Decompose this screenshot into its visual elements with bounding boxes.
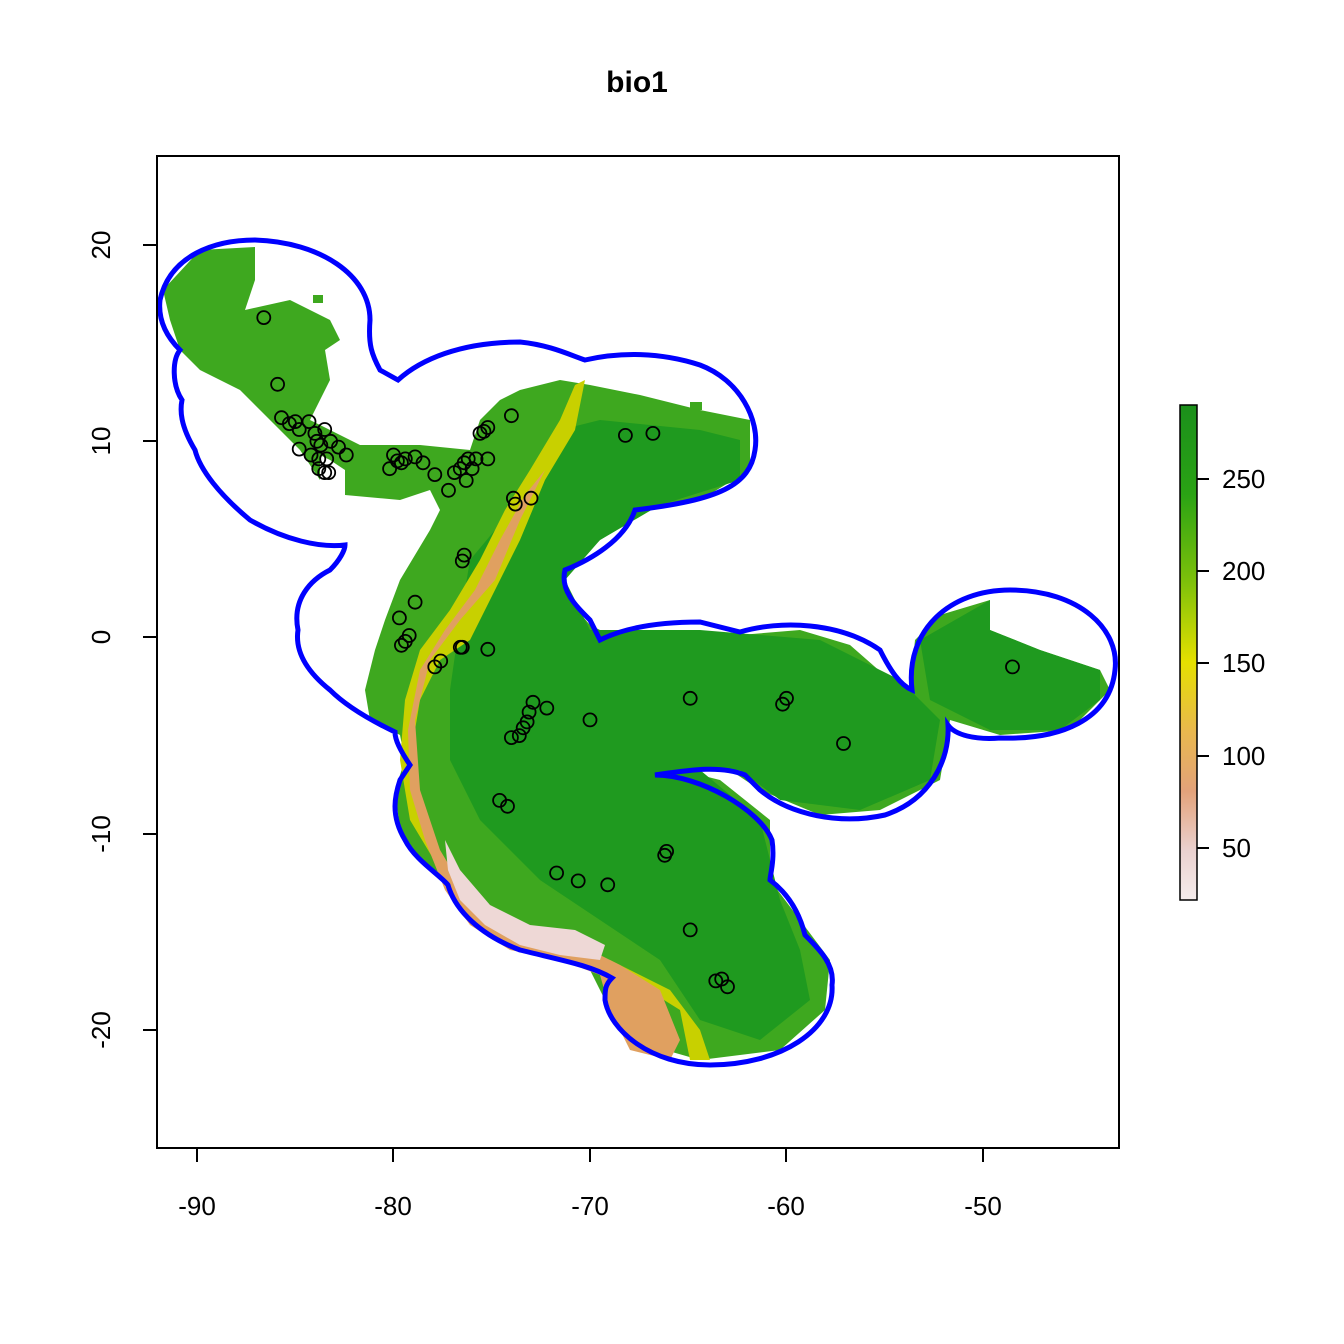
x-tick-label: -90 bbox=[178, 1191, 216, 1221]
y-tick-label: 0 bbox=[86, 630, 116, 644]
occurrence-point bbox=[331, 439, 346, 455]
occurrence-point bbox=[506, 490, 521, 506]
occurrence-point bbox=[720, 979, 735, 995]
occurrence-point bbox=[391, 610, 407, 626]
occurrence-point bbox=[454, 639, 470, 655]
raster-andes-low bbox=[445, 840, 605, 960]
occurrence-point bbox=[301, 414, 317, 430]
y-tick-label: -20 bbox=[86, 1011, 116, 1049]
raster-patch bbox=[628, 402, 640, 410]
x-tick-label: -50 bbox=[964, 1191, 1002, 1221]
raster-layer bbox=[163, 247, 1110, 1060]
legend-tick-label: 100 bbox=[1222, 741, 1265, 771]
occurrence-point bbox=[397, 634, 413, 649]
occurrence-point bbox=[468, 451, 484, 467]
occurrence-points bbox=[256, 310, 1020, 995]
occurrence-point bbox=[407, 594, 423, 610]
occurrence-point bbox=[507, 496, 523, 512]
occurrence-point bbox=[427, 659, 443, 675]
occurrence-point bbox=[427, 467, 443, 483]
occurrence-point bbox=[600, 877, 616, 893]
occurrence-point bbox=[307, 425, 323, 441]
occurrence-point bbox=[476, 423, 492, 439]
y-tick-label: 10 bbox=[86, 427, 116, 456]
legend-tick-label: 50 bbox=[1222, 833, 1251, 863]
occurrence-point bbox=[503, 408, 519, 424]
occurrence-point bbox=[319, 451, 335, 467]
x-axis bbox=[196, 1147, 984, 1162]
buffer-boundary bbox=[157, 237, 1118, 1068]
x-tick-label: -80 bbox=[374, 1191, 412, 1221]
occurrence-point bbox=[500, 798, 515, 814]
legend-colorbar bbox=[1179, 404, 1198, 901]
occurrence-point bbox=[317, 465, 333, 481]
x-tick-label: -60 bbox=[767, 1191, 805, 1221]
occurrence-point bbox=[521, 704, 537, 720]
occurrence-point bbox=[549, 865, 564, 881]
occurrence-point bbox=[313, 437, 329, 453]
occurrence-point bbox=[708, 973, 724, 989]
occurrence-point bbox=[454, 553, 470, 569]
occurrence-point bbox=[382, 461, 398, 477]
occurrence-point bbox=[836, 736, 851, 751]
occurrence-point bbox=[291, 422, 307, 437]
occurrence-point bbox=[464, 461, 480, 477]
occurrence-point bbox=[303, 447, 319, 463]
occurrence-point bbox=[393, 637, 409, 653]
occurrence-point bbox=[480, 420, 496, 435]
x-tick-label: -70 bbox=[571, 1191, 609, 1221]
occurrence-point bbox=[570, 873, 586, 889]
y-axis bbox=[143, 244, 158, 1031]
occurrence-point bbox=[397, 451, 413, 467]
occurrence-point bbox=[456, 547, 472, 563]
occurrence-point bbox=[480, 451, 496, 467]
plot-title: bio1 bbox=[606, 66, 668, 99]
occurrence-point bbox=[321, 465, 337, 481]
legend-tick-label: 150 bbox=[1222, 648, 1265, 678]
occurrence-point bbox=[256, 310, 272, 326]
occurrence-point bbox=[311, 451, 327, 467]
occurrence-point bbox=[659, 844, 674, 859]
occurrence-point bbox=[682, 922, 698, 938]
occurrence-point bbox=[519, 714, 535, 730]
occurrence-point bbox=[523, 490, 539, 506]
occurrence-point bbox=[525, 694, 541, 710]
occurrence-point bbox=[645, 425, 661, 441]
occurrence-point bbox=[317, 422, 333, 437]
occurrence-point bbox=[270, 376, 286, 392]
legend-tick-label: 200 bbox=[1222, 556, 1265, 586]
occurrence-point bbox=[503, 730, 519, 745]
y-tick-label: 20 bbox=[86, 231, 116, 260]
legend-tick-label: 250 bbox=[1222, 464, 1265, 494]
occurrence-point bbox=[460, 451, 476, 467]
occurrence-point bbox=[338, 447, 354, 463]
occurrence-point bbox=[779, 690, 794, 706]
occurrence-point bbox=[291, 441, 307, 457]
raster-patch bbox=[650, 402, 666, 410]
occurrence-point bbox=[511, 728, 527, 743]
occurrence-point bbox=[393, 455, 409, 471]
y-tick-label: -10 bbox=[86, 815, 116, 853]
occurrence-point bbox=[480, 641, 496, 657]
raster-patch bbox=[690, 402, 702, 410]
raster-east-lobe bbox=[920, 600, 1100, 730]
occurrence-point bbox=[458, 473, 474, 488]
occurrence-point bbox=[1005, 659, 1020, 675]
occurrence-point bbox=[539, 700, 555, 716]
occurrence-point bbox=[618, 427, 633, 443]
occurrence-point bbox=[441, 482, 456, 498]
occurrence-point bbox=[415, 455, 431, 471]
occurrence-point bbox=[582, 712, 598, 728]
raster-patch bbox=[313, 295, 323, 303]
legend-ticks bbox=[1197, 478, 1209, 849]
occurrence-point bbox=[682, 690, 698, 706]
